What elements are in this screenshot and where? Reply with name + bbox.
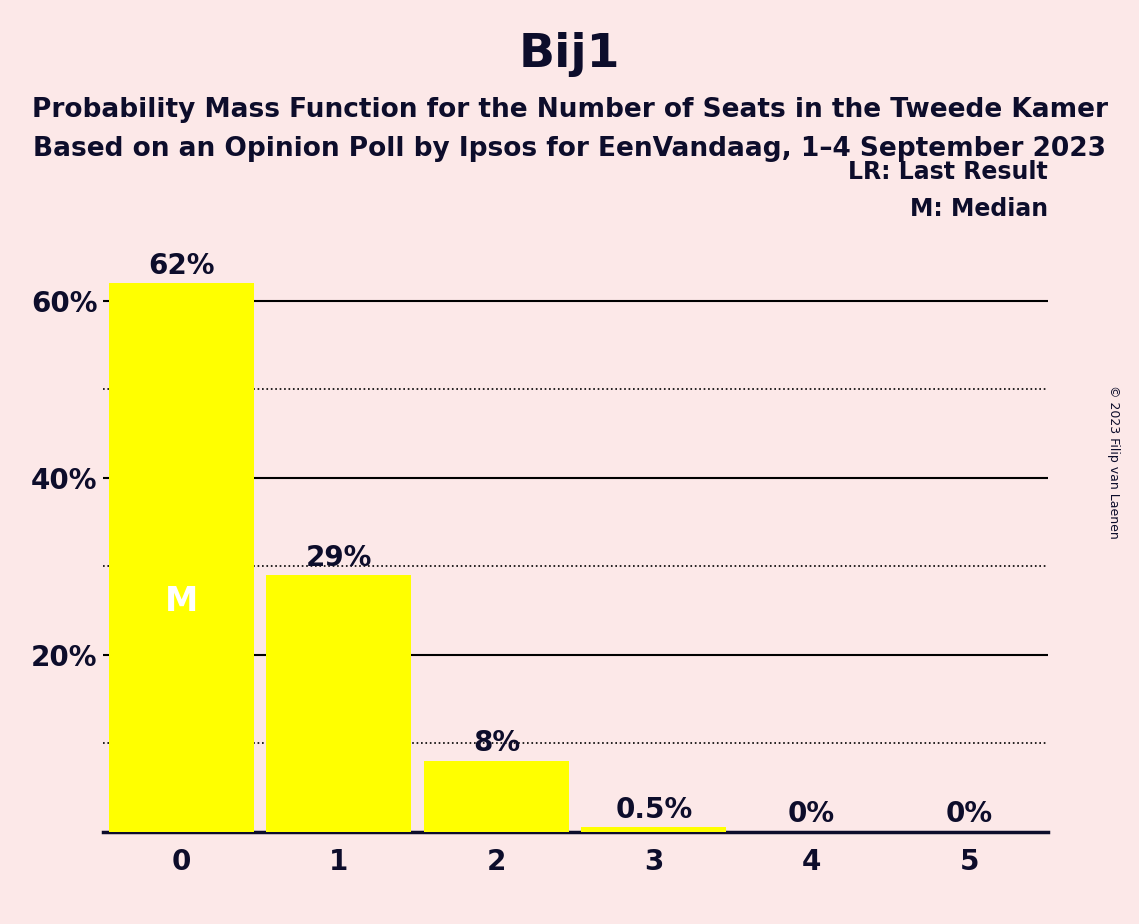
Text: 0%: 0% [788, 800, 835, 828]
Bar [582, 827, 727, 832]
Text: 0.5%: 0.5% [615, 796, 693, 823]
Text: M: Median: M: Median [910, 197, 1048, 221]
Text: M: M [165, 585, 198, 618]
Bar [424, 760, 568, 832]
Text: LR: LR [316, 743, 362, 776]
Text: Bij1: Bij1 [518, 32, 621, 78]
Text: Based on an Opinion Poll by Ipsos for EenVandaag, 1–4 September 2023: Based on an Opinion Poll by Ipsos for Ee… [33, 136, 1106, 162]
Bar [267, 575, 411, 832]
Text: 62%: 62% [148, 251, 214, 280]
Text: 8%: 8% [473, 729, 521, 758]
Text: 0%: 0% [945, 800, 993, 828]
Text: © 2023 Filip van Laenen: © 2023 Filip van Laenen [1107, 385, 1121, 539]
Text: 29%: 29% [305, 543, 372, 572]
Text: LR: Last Result: LR: Last Result [849, 160, 1048, 184]
Bar [109, 284, 254, 832]
Text: Probability Mass Function for the Number of Seats in the Tweede Kamer: Probability Mass Function for the Number… [32, 97, 1107, 123]
